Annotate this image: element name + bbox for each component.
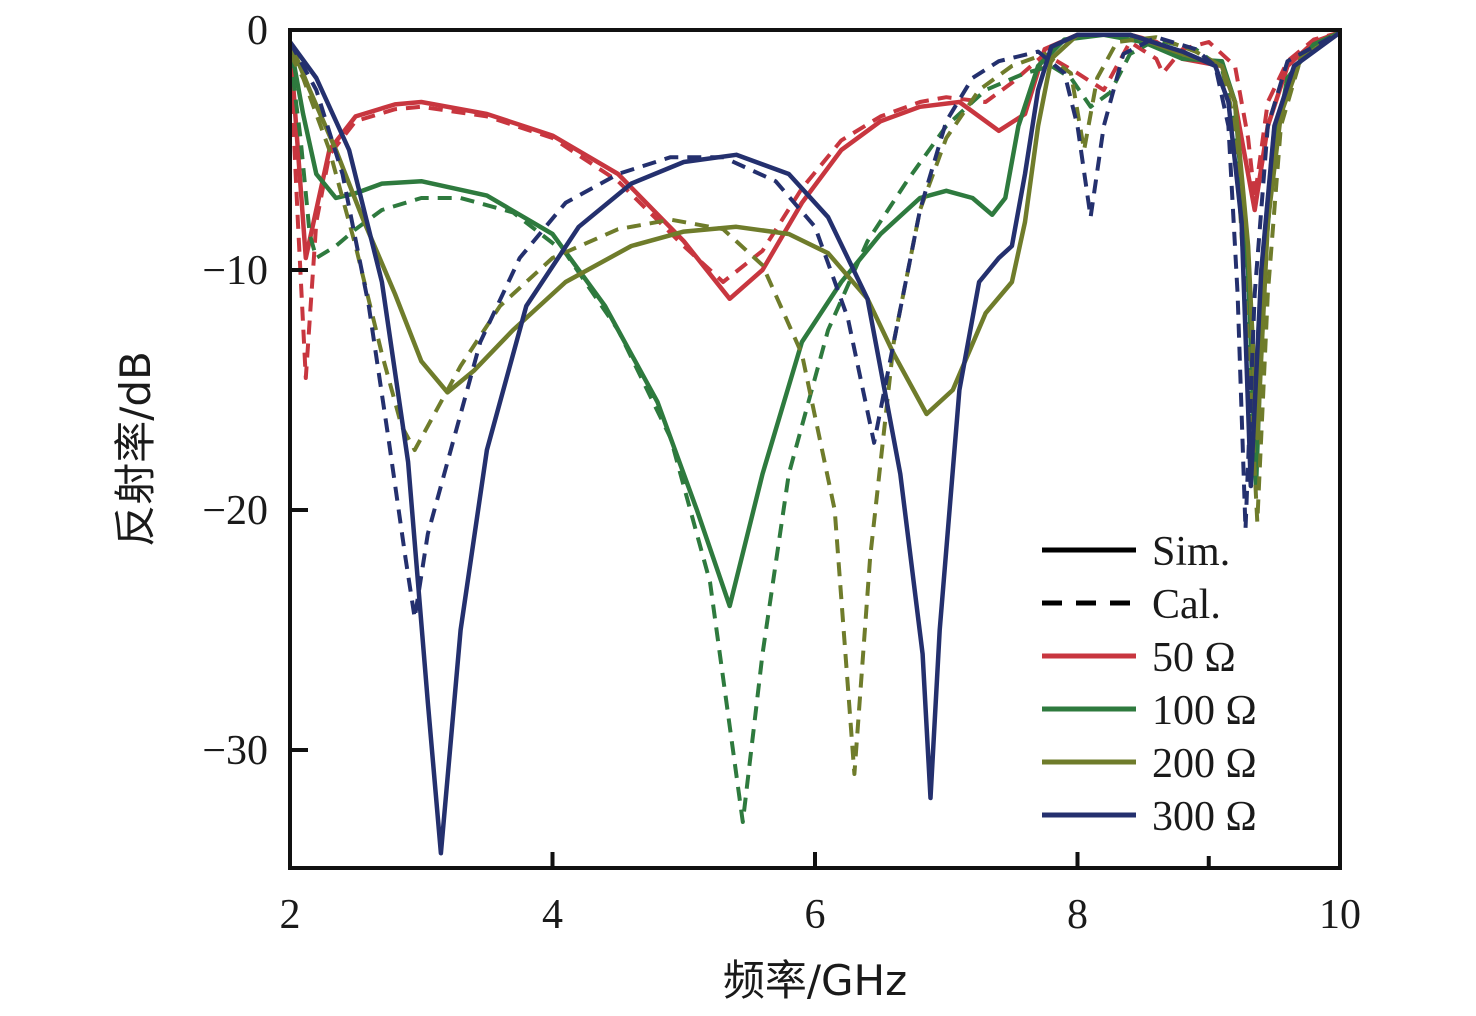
y-tick-label: −20	[202, 488, 268, 534]
legend-label-6: 300 Ω	[1152, 794, 1257, 840]
legend-label-5: 200 Ω	[1152, 741, 1257, 787]
y-tick-label: −10	[202, 248, 268, 294]
legend-label-2: Cal.	[1152, 582, 1221, 628]
series-line-5	[290, 30, 1340, 441]
x-tick-label: 10	[1319, 892, 1361, 938]
y-axis-label: 反射率/dB	[111, 351, 160, 547]
legend: Sim. Cal. 50 Ω 100 Ω 200 Ω 300 Ω	[1042, 529, 1257, 840]
legend-label-3: 50 Ω	[1152, 635, 1236, 681]
series-line-7	[290, 30, 1340, 856]
plot-lines	[290, 30, 1340, 856]
series-line-2	[290, 30, 1340, 380]
series-line-4	[290, 30, 1340, 824]
legend-label-4: 100 Ω	[1152, 688, 1257, 734]
y-tick-label: 0	[247, 8, 268, 54]
x-tick-label: 8	[1067, 892, 1088, 938]
series-line-3	[290, 30, 1340, 609]
series-line-8	[290, 30, 1340, 620]
y-tick-label: −30	[202, 728, 268, 774]
axis-ticks	[288, 28, 1342, 868]
x-tick-label: 4	[542, 892, 563, 938]
tick-labels: 2 4 6 8 10 0 −10 −20 −30	[202, 8, 1361, 938]
legend-label-1: Sim.	[1152, 529, 1230, 575]
x-axis-label: 频率/GHz	[723, 956, 907, 1005]
series-line-1	[290, 30, 1340, 302]
x-tick-label: 2	[280, 892, 301, 938]
x-tick-label: 6	[805, 892, 826, 938]
